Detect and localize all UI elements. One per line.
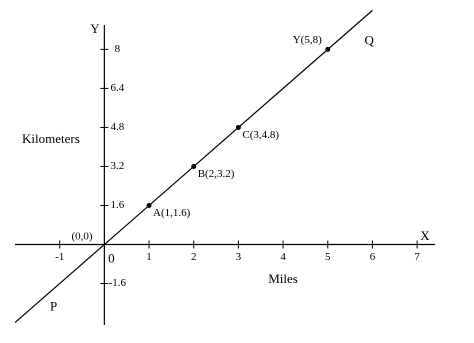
origin-label: (0,0): [71, 231, 92, 243]
x-tick-label: -1: [55, 251, 64, 263]
x-tick-label: 4: [280, 251, 286, 263]
line-end-label: Q: [364, 32, 374, 47]
y-axis-name: Y: [90, 21, 100, 36]
line-start-label: P: [50, 299, 57, 314]
point-label: Y(5,8): [293, 34, 322, 46]
y-tick-label: 1.6: [110, 199, 124, 211]
point-label: B(2,3.2): [198, 168, 235, 180]
y-tick-label: 3.2: [110, 160, 124, 172]
point-label: C(3,4.8): [242, 129, 279, 141]
point: [235, 124, 241, 130]
point-label: A(1,1.6): [153, 207, 191, 219]
point: [191, 163, 197, 169]
y-tick-label: -1.6: [109, 277, 127, 289]
x-axis-name: X: [420, 228, 430, 243]
x-axis-label: Miles: [268, 271, 298, 286]
x-tick-label: 3: [236, 251, 242, 263]
y-tick-label: 4.8: [110, 121, 124, 133]
x-tick-label: 6: [370, 251, 376, 263]
y-tick-label: 8: [115, 43, 121, 55]
x-tick-label: 1: [146, 251, 152, 263]
point: [325, 46, 331, 52]
y-tick-label: 6.4: [110, 82, 124, 94]
x-tick-label: 2: [191, 251, 197, 263]
x-tick-label: 5: [325, 251, 331, 263]
x-tick-label: 7: [414, 251, 420, 263]
y-axis-label: Kilometers: [22, 131, 80, 146]
point: [146, 202, 152, 208]
x-tick-label: 0: [108, 250, 115, 265]
